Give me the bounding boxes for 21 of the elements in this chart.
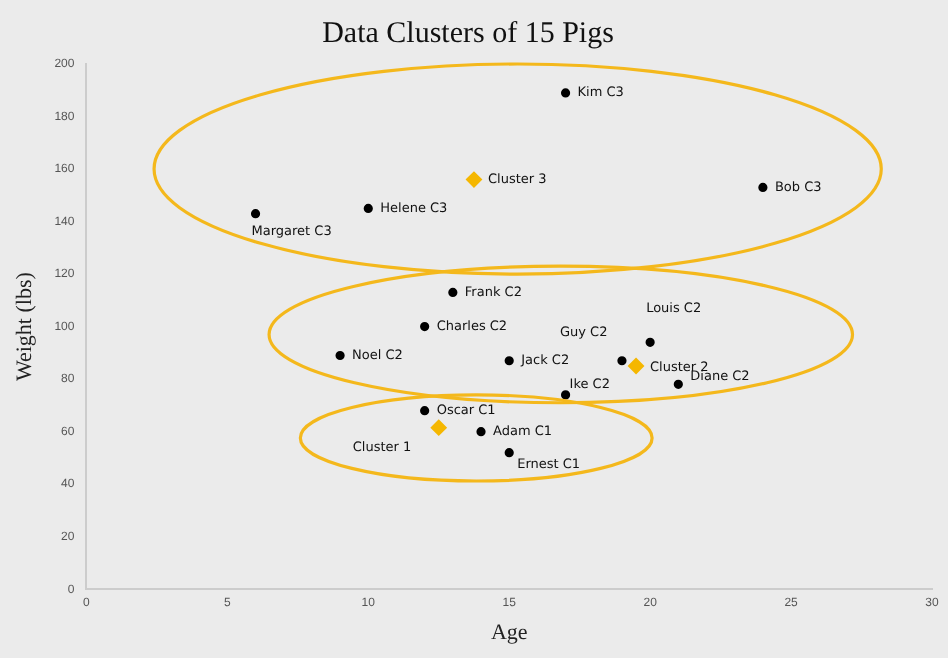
x-axis-title: Age: [490, 620, 528, 645]
point: [465, 171, 482, 188]
point: [628, 357, 645, 374]
point: [420, 406, 430, 416]
point: [430, 419, 447, 436]
point: [758, 182, 768, 193]
point: [504, 448, 514, 458]
point: [476, 427, 486, 437]
chart-title: Data Clusters of 15 Pigs: [322, 17, 615, 50]
point: [560, 390, 571, 400]
point: [250, 209, 261, 219]
point: [420, 322, 430, 332]
point: [617, 356, 627, 366]
point: [335, 350, 345, 361]
point: [560, 88, 571, 98]
point: [504, 356, 514, 366]
point: [363, 203, 373, 214]
point: [645, 337, 655, 347]
point: [448, 287, 458, 298]
y-axis-title: Weight (lbs): [12, 271, 37, 382]
point: [673, 379, 683, 389]
